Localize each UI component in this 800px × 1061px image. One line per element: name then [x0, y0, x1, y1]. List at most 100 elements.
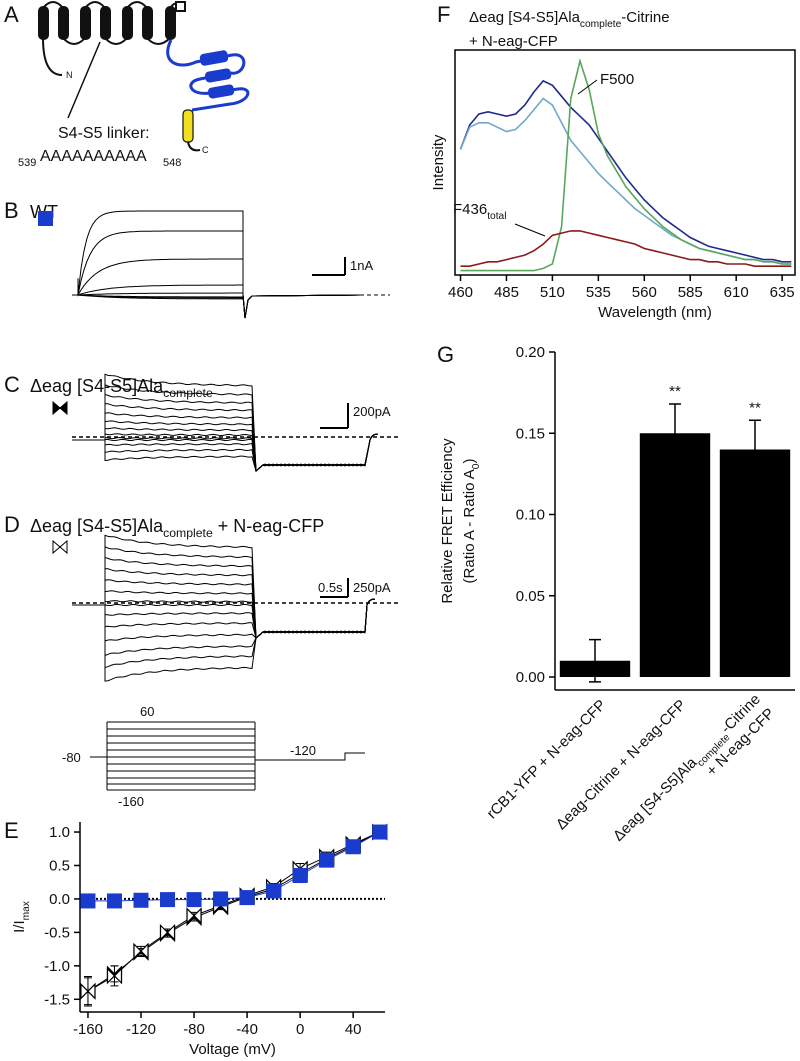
marker — [133, 942, 149, 960]
x-tick-label: 585 — [678, 284, 703, 301]
significance: ** — [749, 399, 761, 416]
text-run: complete — [580, 19, 622, 30]
seq-end: 548 — [163, 157, 181, 169]
text-run: I/I — [11, 920, 28, 933]
current-trace — [72, 433, 379, 472]
scale-label: 1nA — [350, 258, 373, 273]
panel-letter: D — [4, 512, 20, 537]
y-axis-label: I/Imax — [11, 901, 32, 933]
helix — [122, 6, 133, 40]
chart-title: Δeag [S4-S5]Alacomplete-Citrine — [469, 9, 670, 30]
marker — [159, 923, 176, 941]
marker — [106, 893, 122, 909]
current-trace — [72, 433, 379, 472]
helix — [80, 6, 91, 40]
leader-line — [577, 79, 598, 95]
blue-helix — [207, 84, 235, 99]
text-run: (Ratio A - Ratio A — [461, 469, 478, 583]
y-axis-label: (Ratio A - Ratio A0) — [461, 459, 482, 584]
marker — [345, 839, 361, 855]
text-run: total — [487, 211, 506, 222]
leader-line — [514, 223, 546, 237]
marker — [160, 892, 176, 908]
marker — [186, 907, 202, 925]
marker — [266, 883, 282, 899]
y-tick-label: 0.20 — [516, 344, 545, 361]
y-tick-label: 0.15 — [516, 425, 545, 442]
series-line — [459, 79, 792, 263]
marker — [80, 893, 96, 909]
text-run: + N-eag-CFP — [213, 516, 325, 536]
blue-helix — [199, 50, 229, 66]
current-trace — [72, 598, 376, 657]
text-run: F500 — [600, 71, 634, 88]
panel-letter: C — [4, 372, 20, 397]
error-bar — [749, 419, 761, 480]
panel-title: Δeag [S4-S5]Alacomplete + N-eag-CFP — [30, 516, 324, 540]
text-run: ) — [461, 459, 478, 464]
wt-symbol — [38, 211, 53, 226]
mutant-symbol — [52, 539, 68, 555]
text-run: complete — [163, 526, 213, 540]
y-tick-label: -1.0 — [44, 958, 70, 975]
x-tick-label: 510 — [540, 284, 565, 301]
bar — [719, 449, 791, 677]
y-tick-label: 0.5 — [49, 857, 70, 874]
helix — [58, 6, 69, 40]
text-run: Δeag [S4-S5]Ala — [469, 9, 581, 26]
marker — [186, 892, 202, 908]
x-tick-label: 485 — [494, 284, 519, 301]
mutant-symbol — [52, 400, 68, 416]
current-trace — [72, 433, 379, 472]
n-terminus — [42, 37, 63, 76]
helix — [38, 6, 49, 40]
bar — [639, 433, 711, 677]
y-axis-label: Intensity — [430, 134, 447, 190]
marker — [133, 892, 149, 908]
x-axis-label: Voltage (mV) — [189, 1041, 276, 1058]
c-label: C — [202, 145, 209, 155]
x-axis-label: Wavelength (nm) — [598, 304, 712, 321]
series-line — [460, 230, 792, 267]
c-terminus — [187, 141, 201, 152]
current-trace — [72, 258, 361, 319]
chart-title: + N-eag-CFP — [469, 33, 558, 50]
x-tick-label: -80 — [183, 1021, 205, 1038]
panel-letter: F — [437, 2, 450, 27]
citrine — [182, 109, 194, 143]
text-run: max — [21, 901, 32, 920]
x-tick-label: 610 — [724, 284, 749, 301]
linker-label: S4-S5 linker: — [58, 125, 150, 142]
scale-bar — [320, 403, 349, 429]
scale-time-label: 0.5s — [318, 580, 343, 595]
text-run: Δeag [S4-S5]Ala — [30, 376, 164, 396]
x-tick-label: 535 — [586, 284, 611, 301]
c-linker — [166, 39, 250, 112]
loop — [42, 1, 181, 45]
y-axis-label: Relative FRET Efficiency — [439, 438, 456, 604]
scale-bar — [312, 257, 346, 276]
scale-label: 200pA — [353, 404, 391, 419]
pointer-line — [67, 41, 101, 119]
x-tick-label: 0 — [296, 1021, 304, 1038]
channel-cartoon — [38, 1, 250, 152]
panel-letter: A — [4, 2, 19, 27]
scale-label: 250pA — [353, 580, 391, 595]
panel-title: Δeag [S4-S5]Alacomplete — [30, 376, 213, 400]
x-tick-label: 460 — [448, 284, 473, 301]
text-run: F436 — [453, 201, 487, 218]
y-tick-label: 0.00 — [516, 669, 545, 686]
series-line — [460, 58, 792, 272]
panel-letter: G — [437, 342, 454, 367]
blue-helix — [204, 68, 232, 83]
helix — [165, 6, 176, 40]
text-run: -Citrine — [621, 9, 669, 26]
seq-start: 539 — [18, 157, 36, 169]
x-tick-label: -160 — [73, 1021, 103, 1038]
helix — [142, 6, 153, 40]
marker — [319, 852, 335, 868]
protocol-label: -160 — [118, 794, 144, 809]
helix — [100, 6, 111, 40]
panel-letter: E — [4, 818, 19, 843]
